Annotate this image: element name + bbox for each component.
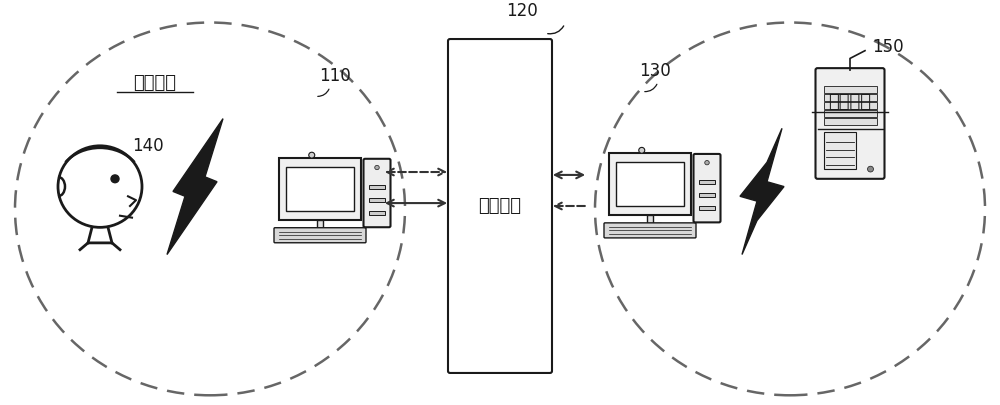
Text: 140: 140 (132, 136, 164, 155)
Circle shape (639, 147, 645, 153)
Text: 存储组件: 存储组件 (479, 197, 522, 215)
Text: 第一网络: 第一网络 (134, 74, 176, 92)
Bar (699, 180, 715, 184)
Bar (309, 228, 331, 232)
Circle shape (111, 175, 119, 183)
Bar (286, 167, 354, 211)
Text: 120: 120 (506, 2, 538, 19)
Bar (824, 110, 876, 117)
Polygon shape (740, 128, 784, 254)
Text: 130: 130 (639, 62, 671, 80)
FancyBboxPatch shape (364, 159, 390, 227)
FancyBboxPatch shape (694, 154, 720, 222)
Bar (699, 207, 715, 210)
Bar (824, 102, 876, 109)
Bar (699, 193, 715, 197)
Bar (824, 132, 856, 169)
Circle shape (375, 165, 379, 170)
Bar (369, 185, 385, 189)
FancyBboxPatch shape (274, 228, 366, 243)
Bar (824, 94, 876, 101)
Circle shape (705, 160, 709, 165)
FancyBboxPatch shape (816, 68, 885, 179)
Bar (369, 211, 385, 215)
Circle shape (309, 152, 315, 158)
Bar (647, 215, 653, 224)
Bar (824, 86, 876, 93)
Bar (369, 198, 385, 202)
Polygon shape (167, 119, 223, 254)
Text: 第二网络: 第二网络 (828, 93, 872, 111)
Bar (609, 153, 691, 215)
Circle shape (868, 166, 874, 172)
FancyBboxPatch shape (604, 223, 696, 238)
Text: 110: 110 (319, 67, 351, 85)
Bar (824, 118, 876, 125)
Bar (279, 158, 361, 220)
Bar (616, 162, 684, 207)
FancyBboxPatch shape (448, 39, 552, 373)
Bar (317, 220, 323, 229)
Text: 150: 150 (872, 38, 904, 55)
Bar (639, 223, 661, 227)
